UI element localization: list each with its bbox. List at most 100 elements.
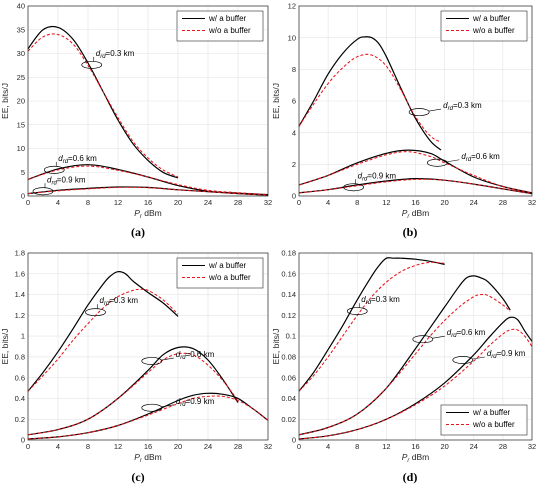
y-axis-label: EE, bits/J xyxy=(271,329,281,365)
legend-box xyxy=(440,404,528,436)
y-tick-label: 1.8 xyxy=(15,249,25,258)
panel-caption: (c) xyxy=(131,470,144,484)
annotation-label: drd=0.6 km xyxy=(461,152,500,163)
y-tick-label: 0.06 xyxy=(281,373,296,382)
series-line-without-buffer-5 xyxy=(298,328,533,440)
annotation-ellipse xyxy=(43,165,65,174)
y-tick-label: 0.04 xyxy=(281,394,296,403)
x-tick-label: 12 xyxy=(114,442,122,451)
x-tick-label: 8 xyxy=(86,198,90,207)
series-line-with-buffer-0 xyxy=(27,271,179,392)
series-line-without-buffer-3 xyxy=(27,352,239,436)
y-tick-label: 4 xyxy=(292,128,296,137)
x-tick-label: 28 xyxy=(234,198,242,207)
x-tick-label: 32 xyxy=(528,198,536,207)
x-tick-label: 8 xyxy=(355,198,359,207)
y-tick-label: 6 xyxy=(292,97,296,106)
x-tick-label: 24 xyxy=(204,198,212,207)
y-tick-label: 20 xyxy=(17,97,25,106)
y-tick-label: 0.18 xyxy=(281,249,296,258)
legend-entry: w/ a buffer xyxy=(472,14,511,23)
y-axis-label: EE, bits/J xyxy=(0,329,10,365)
annotation-ellipse xyxy=(346,307,368,316)
legend-entry: w/ a buffer xyxy=(208,14,247,23)
series-line-without-buffer-1 xyxy=(27,288,179,392)
x-tick-label: 12 xyxy=(382,442,390,451)
x-tick-label: 0 xyxy=(297,198,301,207)
y-tick-label: 1.6 xyxy=(15,269,25,278)
x-tick-label: 0 xyxy=(26,442,30,451)
annotation-arrow xyxy=(161,357,174,361)
legend-entry: w/ a buffer xyxy=(472,408,511,417)
x-tick-label: 16 xyxy=(144,442,152,451)
annotation-ellipse xyxy=(408,108,430,117)
x-tick-label: 28 xyxy=(499,198,507,207)
x-tick-label: 16 xyxy=(411,198,419,207)
x-axis-label: Pr dBm xyxy=(402,452,430,464)
annotation-label: drd=0.6 km xyxy=(176,350,215,361)
x-tick-label: 0 xyxy=(297,442,301,451)
x-tick-label: 20 xyxy=(440,198,448,207)
y-tick-label: 0.08 xyxy=(281,352,296,361)
x-tick-label: 4 xyxy=(56,442,60,451)
x-tick-label: 24 xyxy=(204,442,212,451)
legend-entry: w/o a buffer xyxy=(472,420,515,429)
legend: w/ a buffer w/o a buffer xyxy=(176,10,264,42)
legend-entry: w/ a buffer xyxy=(208,261,247,270)
series-line-with-buffer-2 xyxy=(298,149,533,194)
annotation-ellipse xyxy=(141,403,163,412)
legend: w/ a buffer w/o a buffer xyxy=(440,404,528,436)
y-tick-label: 0.14 xyxy=(281,290,296,299)
x-tick-label: 0 xyxy=(26,198,30,207)
series-line-without-buffer-5 xyxy=(298,178,533,195)
y-tick-label: 1 xyxy=(21,332,25,341)
legend-entry: w/o a buffer xyxy=(208,273,251,282)
x-tick-label: 32 xyxy=(528,442,536,451)
y-tick-label: 5 xyxy=(21,168,25,177)
legend-box xyxy=(176,257,264,289)
x-tick-label: 4 xyxy=(56,198,60,207)
x-axis-label: Pr dBm xyxy=(134,452,162,464)
y-tick-label: 30 xyxy=(17,49,25,58)
x-axis-label: Pr dBm xyxy=(134,208,162,220)
annotation-ellipse xyxy=(85,308,106,317)
axes-frame xyxy=(298,252,533,441)
axes-frame xyxy=(27,252,269,441)
x-tick-label: 28 xyxy=(234,442,242,451)
y-tick-label: 0 xyxy=(21,436,25,445)
annotation-ellipse xyxy=(343,183,364,192)
annotation-label: drd=0.3 km xyxy=(96,49,135,60)
panel-d: 0 4 8 12 16 20 24 28 32 0 0.02 0.04 0.06 0.08 0.1 0.12 0… xyxy=(271,249,536,484)
panel-caption: (a) xyxy=(131,225,145,239)
x-tick-label: 32 xyxy=(264,198,272,207)
x-tick-label: 4 xyxy=(326,442,330,451)
annotation-ellipse xyxy=(32,187,54,196)
x-tick-label: 20 xyxy=(440,442,448,451)
x-tick-label: 20 xyxy=(174,198,182,207)
y-tick-label: 35 xyxy=(17,25,25,34)
y-tick-label: 0 xyxy=(292,436,296,445)
x-axis-label: Pr dBm xyxy=(402,208,430,220)
annotation-label: drd=0.9 km xyxy=(47,175,86,186)
y-tick-label: 0.02 xyxy=(281,415,296,424)
y-axis-label: EE, bits/J xyxy=(0,83,10,119)
legend-entry: w/o a buffer xyxy=(472,26,515,35)
y-tick-label: 0.2 xyxy=(15,415,25,424)
series-line-without-buffer-5 xyxy=(27,395,269,440)
annotation-label: drd=0.3 km xyxy=(100,296,139,307)
annotation-label: drd=0.3 km xyxy=(361,295,400,306)
y-tick-label: 0 xyxy=(21,192,25,201)
x-tick-label: 24 xyxy=(470,198,478,207)
legend-box xyxy=(440,10,528,42)
annotation-ellipse xyxy=(81,60,103,69)
y-tick-label: 0.4 xyxy=(15,394,25,403)
annotation-arrow xyxy=(447,159,460,163)
axes-frame xyxy=(27,5,269,197)
panel-caption: (d) xyxy=(403,470,418,484)
annotation-ellipse xyxy=(141,357,163,365)
y-tick-label: 40 xyxy=(17,2,25,11)
x-tick-label: 12 xyxy=(382,198,390,207)
x-tick-label: 4 xyxy=(326,198,330,207)
